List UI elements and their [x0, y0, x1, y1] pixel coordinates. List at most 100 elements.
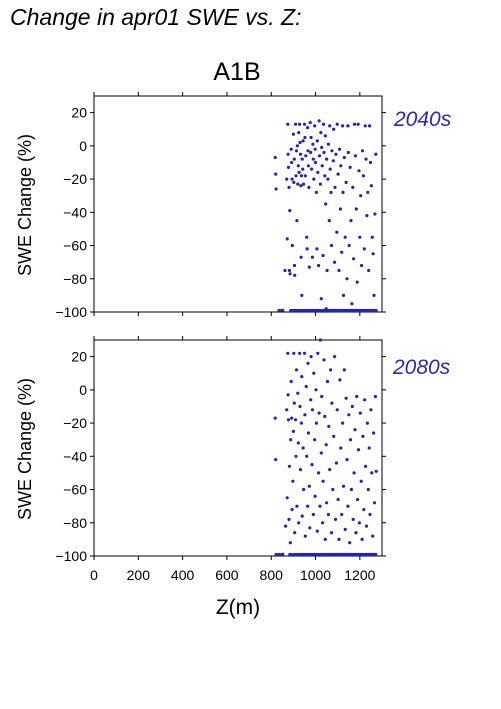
y-tick-label: −20 — [63, 171, 87, 187]
data-point — [294, 149, 299, 153]
data-point — [297, 170, 301, 174]
data-point — [330, 401, 334, 405]
data-point — [325, 501, 329, 505]
data-point — [334, 152, 338, 156]
data-point — [274, 458, 278, 462]
data-point — [298, 404, 302, 409]
data-point — [322, 358, 326, 362]
data-point — [277, 552, 281, 557]
data-point — [362, 507, 366, 512]
data-point — [312, 177, 316, 181]
data-point — [303, 174, 307, 178]
data-point — [339, 164, 343, 168]
data-point — [273, 416, 277, 420]
x-tick-label: 400 — [171, 567, 195, 583]
data-point — [317, 471, 321, 475]
data-point — [294, 368, 299, 372]
data-point — [342, 368, 346, 372]
y-axis-ticks: −100 −80 −60 −40 −20 0 20 — [55, 349, 386, 564]
data-point — [292, 401, 296, 405]
data-point — [323, 414, 327, 418]
data-point — [365, 214, 369, 218]
data-point — [306, 126, 310, 130]
data-point — [357, 521, 361, 525]
data-point — [353, 428, 357, 432]
data-point — [285, 408, 289, 412]
data-point — [289, 379, 293, 384]
data-point — [358, 411, 362, 415]
x-tick-label: 800 — [260, 567, 284, 583]
data-point — [325, 268, 329, 273]
data-point — [343, 235, 347, 239]
data-point — [360, 149, 365, 153]
data-point — [347, 243, 351, 248]
data-point — [370, 471, 374, 475]
data-point — [289, 308, 293, 313]
data-point — [321, 253, 325, 258]
data-point — [351, 517, 355, 522]
data-point — [313, 124, 317, 128]
data-point — [307, 185, 311, 189]
y-tick-label: 20 — [71, 105, 87, 121]
data-point — [312, 371, 316, 375]
data-point — [374, 152, 378, 156]
data-point — [291, 308, 295, 313]
x-tick-label: 0 — [90, 567, 98, 583]
data-point — [286, 418, 291, 422]
data-point — [302, 122, 307, 126]
data-point — [290, 416, 294, 420]
data-point — [348, 438, 353, 442]
x-tick-label: 1200 — [344, 567, 375, 583]
data-point — [325, 379, 330, 384]
data-point — [294, 174, 298, 178]
data-point — [326, 512, 330, 517]
data-point — [295, 504, 299, 508]
data-point — [352, 122, 357, 126]
data-point — [330, 149, 334, 153]
data-point — [348, 165, 352, 169]
data-point — [372, 501, 377, 505]
data-point — [300, 157, 304, 161]
data-point — [301, 167, 305, 171]
data-point — [308, 121, 312, 125]
data-point — [296, 182, 300, 186]
data-point — [333, 260, 337, 264]
data-point — [309, 135, 313, 140]
data-point — [318, 182, 322, 186]
data-point — [294, 418, 298, 422]
data-point — [365, 421, 369, 425]
data-point — [363, 124, 367, 128]
data-point — [291, 479, 295, 483]
data-point — [355, 394, 359, 399]
data-point — [286, 122, 290, 126]
data-point — [328, 124, 332, 128]
data-point — [311, 512, 315, 517]
x-axis-label: Z(m) — [216, 596, 260, 619]
data-point — [313, 438, 317, 442]
data-point — [311, 142, 315, 146]
data-point — [314, 190, 318, 194]
data-point — [332, 127, 336, 131]
y-tick-label: −80 — [63, 515, 87, 531]
data-point — [290, 552, 295, 557]
data-point — [291, 132, 295, 136]
data-point — [352, 257, 356, 261]
data-point — [307, 484, 311, 488]
data-point — [366, 487, 370, 492]
data-point — [317, 154, 322, 158]
data-point — [306, 164, 310, 168]
scenario-label: A1B — [213, 58, 260, 86]
data-point — [297, 131, 301, 135]
data-point — [314, 388, 318, 392]
data-point — [305, 235, 309, 239]
data-point — [337, 537, 341, 542]
data-point — [329, 368, 333, 372]
data-point — [286, 351, 290, 355]
data-point — [306, 361, 310, 365]
data-point — [328, 167, 332, 171]
y-axis-label: SWE Change (%) — [15, 134, 35, 276]
data-point — [302, 487, 306, 492]
data-point — [335, 230, 339, 234]
y-tick-label: −80 — [63, 271, 87, 287]
data-point — [310, 408, 314, 412]
